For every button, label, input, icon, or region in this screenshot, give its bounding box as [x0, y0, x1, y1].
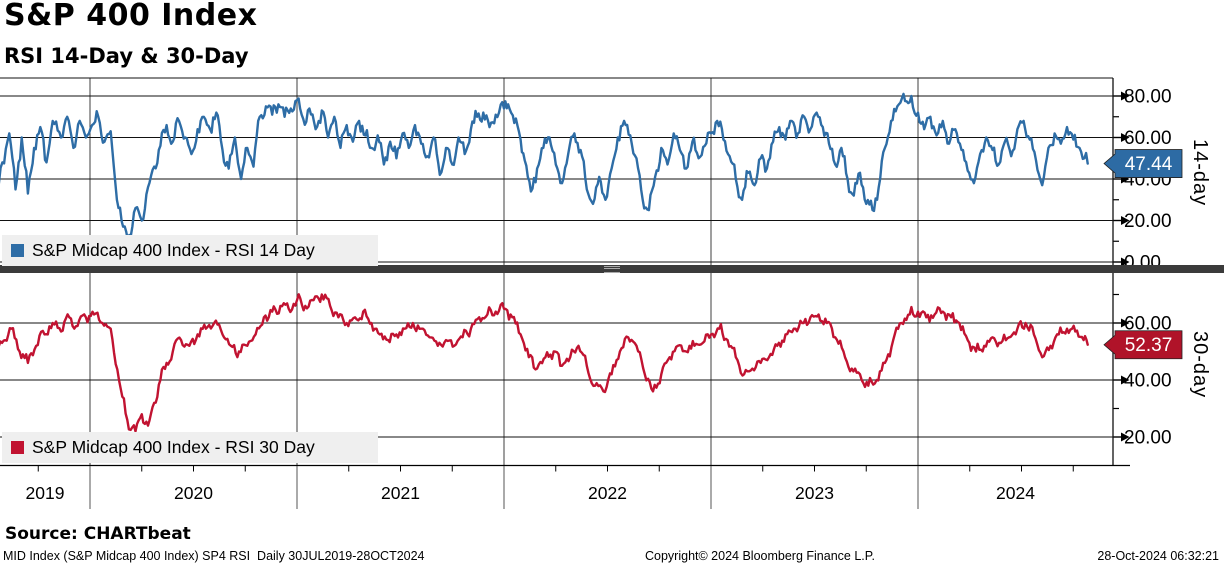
footer-ticker-description: MID Index (S&P Midcap 400 Index) SP4 RSI… [3, 549, 425, 563]
year-label: 2019 [26, 483, 65, 503]
right-axis-title-14-day: 14-day [1189, 139, 1211, 207]
rsi-14-legend-label: S&P Midcap 400 Index - RSI 14 Day [32, 240, 315, 260]
y-tick-arrow-icon [1121, 216, 1130, 225]
page-title: S&P 400 Index [4, 0, 258, 33]
year-label: 2020 [174, 483, 213, 503]
y-tick-label: 60.00 [1124, 128, 1172, 149]
year-label: 2024 [996, 483, 1035, 503]
rsi-14-legend-swatch-icon [11, 244, 24, 257]
y-tick-label: 0.00 [1124, 253, 1161, 266]
legend-rsi-30[interactable]: S&P Midcap 400 Index - RSI 30 Day [2, 432, 378, 463]
last-value-badge [1103, 330, 1183, 360]
legend-rsi-14[interactable]: S&P Midcap 400 Index - RSI 14 Day [2, 235, 378, 266]
rsi-30-line[interactable] [0, 293, 1089, 433]
last-value-badge [1103, 149, 1183, 178]
last-value-badge-label: 47.44 [1125, 154, 1173, 175]
year-label: 2023 [795, 483, 834, 503]
right-axis-title-30-day: 30-day [1189, 331, 1211, 399]
footer-timestamp: 28-Oct-2024 06:32:21 [1097, 549, 1219, 563]
year-label: 2022 [588, 483, 627, 503]
y-tick-arrow-icon [1121, 318, 1130, 328]
y-tick-label: 60.00 [1124, 314, 1172, 335]
panel-divider-grip-icon[interactable] [604, 266, 620, 273]
y-tick-label: 40.00 [1124, 371, 1172, 392]
rsi-14-line[interactable] [0, 92, 1089, 241]
source-credit: Source: CHARTbeat [5, 524, 191, 544]
page-subtitle: RSI 14-Day & 30-Day [4, 44, 249, 68]
y-tick-label: 20.00 [1124, 428, 1172, 449]
last-value-badge-label: 52.37 [1125, 335, 1173, 356]
rsi-30-legend-swatch-icon [11, 441, 24, 454]
y-tick-arrow-icon [1121, 133, 1130, 142]
footer-copyright: Copyright© 2024 Bloomberg Finance L.P. [645, 549, 875, 563]
y-tick-arrow-icon [1121, 375, 1130, 385]
panel-divider[interactable] [0, 265, 1224, 273]
y-tick-label: 20.00 [1124, 211, 1172, 232]
y-tick-label: 80.00 [1124, 87, 1172, 108]
rsi-30-legend-label: S&P Midcap 400 Index - RSI 30 Day [32, 437, 315, 457]
y-tick-arrow-icon [1121, 432, 1130, 442]
y-tick-arrow-icon [1121, 91, 1130, 101]
y-tick-arrow-icon [1121, 257, 1130, 265]
year-label: 2021 [381, 483, 420, 503]
